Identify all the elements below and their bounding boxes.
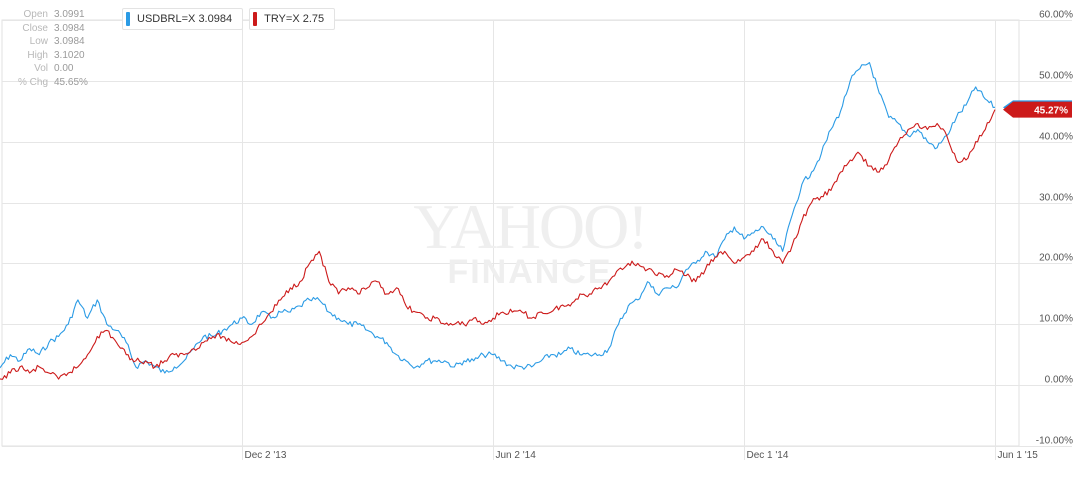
- ohlc-panel: Open 3.0991 Close 3.0984 Low 3.0984 High…: [6, 8, 116, 89]
- ohlc-open-label: Open: [23, 9, 48, 20]
- x-tick-label: Jun 1 '15: [998, 450, 1039, 461]
- legend-swatch-try: [253, 12, 258, 26]
- series-legend: USDBRL=X 3.0984 TRY=X 2.75: [122, 8, 336, 30]
- series-lines: [0, 62, 996, 380]
- y-tick-label: 60.00%: [1039, 10, 1073, 21]
- y-tick-label: 50.00%: [1039, 71, 1073, 82]
- y-tick-label: -10.00%: [1036, 436, 1073, 447]
- series-line-tryx: [0, 109, 996, 380]
- ohlc-close-value: 3.0984: [54, 22, 85, 34]
- ohlc-low-value: 3.0984: [54, 36, 85, 47]
- legend-label-usdbrl: USDBRL=X 3.0984: [137, 13, 233, 25]
- y-tick-label: 20.00%: [1039, 253, 1073, 264]
- y-axis-labels: 60.00% 50.00% 40.00% 30.00% 20.00% 10.00% 0.00…: [1036, 10, 1073, 447]
- watermark-line-1: YAHOO!: [413, 191, 646, 262]
- ohlc-pct-change-value: 45.65%: [54, 76, 88, 88]
- y-tick-label: 30.00%: [1039, 193, 1073, 204]
- legend-label-try: TRY=X 2.75: [264, 13, 325, 25]
- ohlc-high-label: High: [27, 49, 48, 61]
- y-tick-label: 10.00%: [1039, 314, 1073, 325]
- ohlc-high-value: 3.1020: [54, 49, 85, 61]
- x-axis-labels: Dec 2 '13 Jun 2 '14 Dec 1 '14 Jun 1 '15: [245, 450, 1039, 461]
- ohlc-open-row: Open 3.0991: [6, 8, 116, 22]
- ohlc-close-label: Close: [22, 22, 48, 34]
- ohlc-vol-row: Vol 0.00: [6, 62, 116, 76]
- series-line-usdbrlx: [0, 62, 996, 374]
- ohlc-low-label: Low: [29, 36, 48, 47]
- legend-item-usdbrl[interactable]: USDBRL=X 3.0984: [122, 8, 244, 30]
- ohlc-vol-value: 0.00: [54, 63, 74, 74]
- x-tick-label: Jun 2 '14: [496, 450, 537, 461]
- ohlc-vol-label: Vol: [34, 63, 48, 74]
- ohlc-close-row: Close 3.0984: [6, 22, 116, 36]
- yahoo-finance-watermark: YAHOO! FINANCE: [413, 191, 648, 291]
- last-value-flag-try: [1003, 101, 1072, 118]
- legend-item-try[interactable]: TRY=X 2.75: [249, 8, 336, 30]
- last-value-flag: 45.27%: [1003, 100, 1072, 118]
- y-tick-label: 0.00%: [1045, 375, 1073, 386]
- grid-lines: [1, 19, 1072, 460]
- legend-swatch-usdbrl: [126, 12, 130, 26]
- ohlc-pct-change-row: % Chg 45.65%: [6, 76, 116, 90]
- y-tick-label: 40.00%: [1039, 132, 1073, 143]
- ohlc-high-row: High 3.1020: [6, 49, 116, 63]
- last-value-text: 45.27%: [1034, 106, 1068, 117]
- ohlc-pct-change-label: % Chg: [17, 76, 48, 88]
- watermark-line-2: FINANCE: [447, 253, 612, 291]
- ohlc-low-row: Low 3.0984: [6, 35, 116, 49]
- ohlc-open-value: 3.0991: [54, 9, 85, 20]
- x-tick-label: Dec 1 '14: [747, 450, 789, 461]
- x-tick-label: Dec 2 '13: [245, 450, 287, 461]
